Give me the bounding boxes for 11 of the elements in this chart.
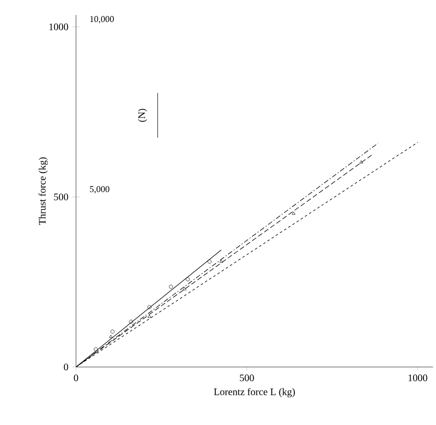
y2-tick-label: 10,000 — [90, 16, 114, 24]
y-tick-label: 500 — [54, 194, 68, 200]
x-tick-label: 500 — [240, 374, 254, 382]
y2-tick-label: 5,000 — [90, 186, 110, 194]
x-axis-title: Lorentz force L (kg) — [214, 388, 295, 398]
y-axis-title: Thrust force (kg) — [38, 157, 48, 225]
y-tick-label: 0 — [64, 364, 68, 370]
y2-axis-title: (N) — [138, 108, 148, 122]
y-tick-label: 1000 — [49, 24, 68, 30]
x-tick-label: 1000 — [408, 374, 428, 382]
x-tick-label: 0 — [74, 374, 78, 382]
